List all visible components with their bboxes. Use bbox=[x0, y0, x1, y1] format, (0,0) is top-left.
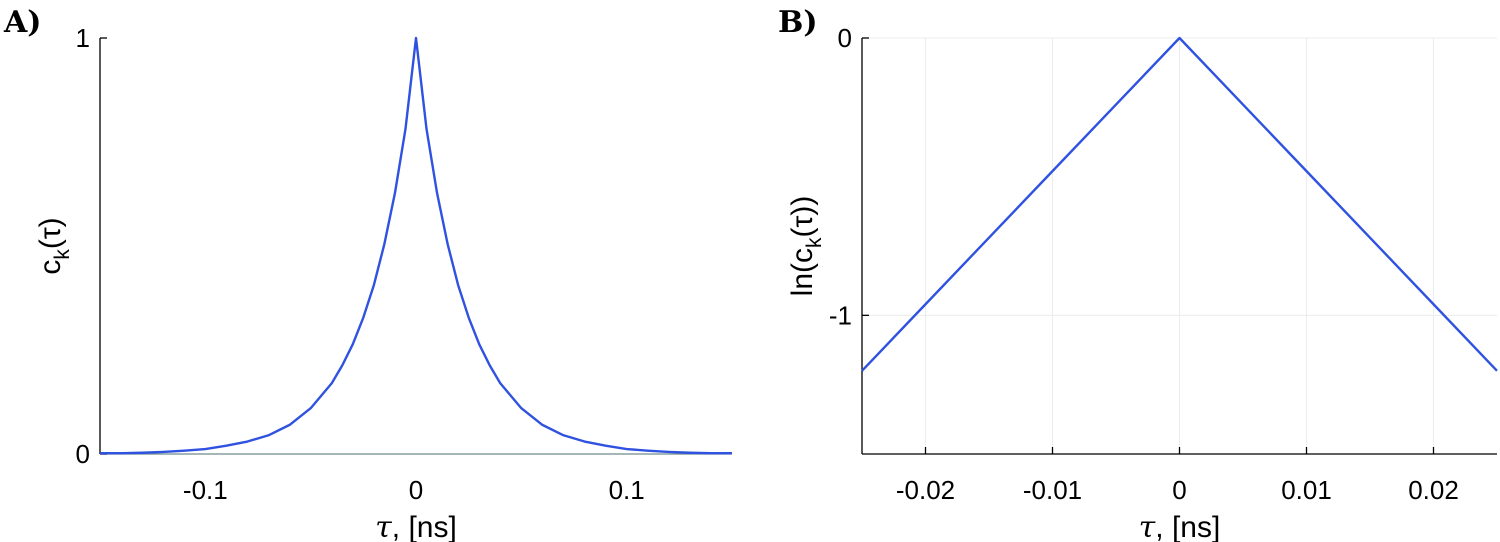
x-tick-label: -0.01 bbox=[1023, 475, 1082, 505]
x-axis-label-unit: , [ns] bbox=[392, 511, 457, 542]
data-series-line bbox=[861, 36, 1498, 372]
x-tick-label: 0 bbox=[1172, 475, 1186, 505]
y-axis-label-main: ln(c bbox=[786, 248, 819, 296]
y-axis-label-subscript: k bbox=[51, 249, 74, 260]
data-series-line bbox=[100, 36, 732, 455]
x-axis-label-symbol: τ bbox=[375, 510, 392, 542]
y-axis-label: ln(ck(τ)) bbox=[786, 196, 826, 297]
x-tick-label: -0.02 bbox=[896, 475, 955, 505]
x-tick-label: 0.02 bbox=[1408, 475, 1459, 505]
panel-a: 0 1 -0.1 0 0.1 A) τ, [ns] ck(τ) bbox=[3, 5, 732, 542]
y-axis-label-subscript: k bbox=[803, 237, 826, 248]
x-tick-label: 0.01 bbox=[1281, 475, 1332, 505]
y-axis-label: ck(τ) bbox=[34, 217, 74, 274]
panel-label: B) bbox=[778, 5, 818, 40]
y-axis-label-rest: (τ)) bbox=[786, 196, 819, 238]
y-tick-label: 0 bbox=[76, 439, 90, 469]
x-tick-label: 0.1 bbox=[609, 475, 645, 505]
x-axis-label-symbol: τ bbox=[1139, 510, 1156, 542]
x-axis-label: τ, [ns] bbox=[375, 510, 457, 542]
panel-b: -1 0 -0.02 -0.01 0 0.01 0.02 B) τ, [ns] ln(ck(τ)) bbox=[778, 5, 1498, 542]
x-axis-label-unit: , [ns] bbox=[1155, 511, 1220, 542]
y-axis-label-main: c bbox=[34, 260, 67, 275]
panel-label: A) bbox=[3, 5, 41, 40]
x-axis-label: τ, [ns] bbox=[1139, 510, 1221, 542]
x-tick-label: 0 bbox=[409, 475, 423, 505]
y-tick-label: 0 bbox=[838, 23, 852, 53]
y-tick-label: 1 bbox=[76, 23, 90, 53]
x-tick-label: -0.1 bbox=[183, 475, 228, 505]
y-axis-label-rest: (τ) bbox=[34, 217, 67, 249]
y-tick-label: -1 bbox=[829, 300, 852, 330]
